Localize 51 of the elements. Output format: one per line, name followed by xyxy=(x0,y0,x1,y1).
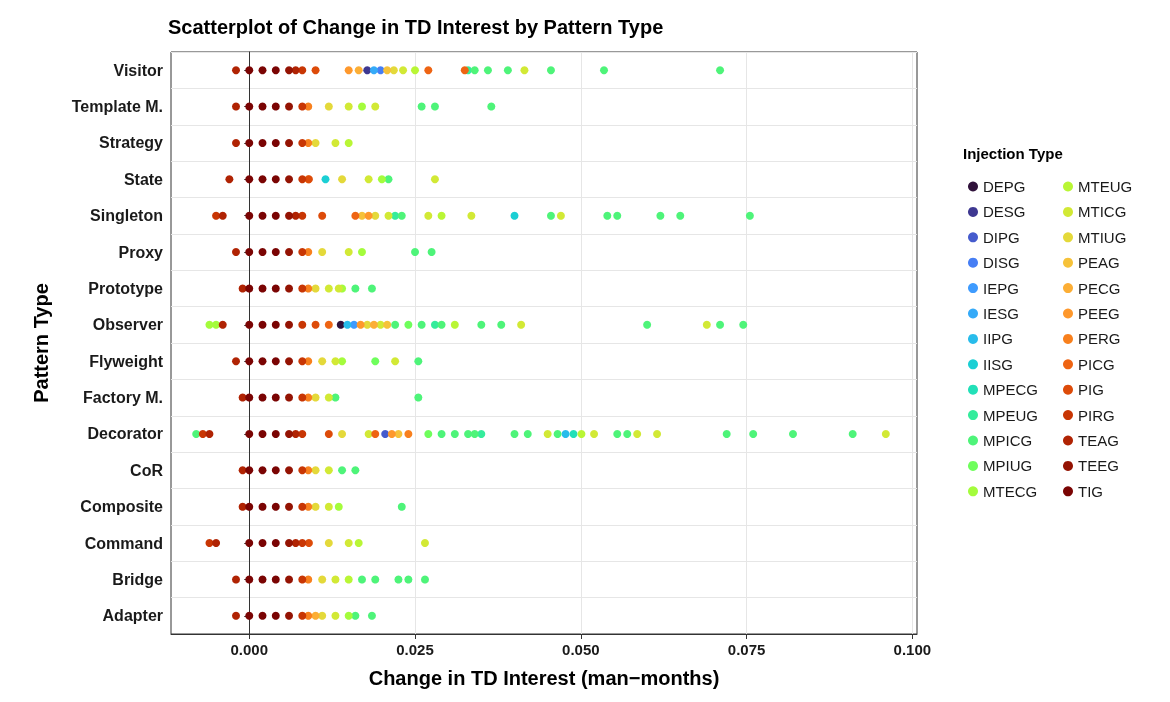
legend-label: PICG xyxy=(1078,355,1115,373)
legend-label: DISG xyxy=(983,254,1020,272)
legend-label: PECG xyxy=(1078,279,1121,297)
legend-label: MPEUG xyxy=(983,406,1039,424)
y-tick-label: Composite xyxy=(80,498,164,516)
x-tick-label: 0.075 xyxy=(727,641,766,658)
y-tick-label: Prototype xyxy=(88,279,164,297)
legend-label: PEEG xyxy=(1078,305,1120,322)
legend-label: DIPG xyxy=(983,228,1020,246)
y-axis-title: Pattern Type xyxy=(30,283,52,403)
legend-label: DEPG xyxy=(983,178,1026,195)
legend-label: MTIUG xyxy=(1078,228,1127,246)
legend-label: TEAG xyxy=(1078,432,1119,449)
legend-label: MTEUG xyxy=(1078,178,1133,195)
y-tick-label: Observer xyxy=(92,316,163,334)
y-tick-label: Decorator xyxy=(87,425,163,443)
legend-label: MTICG xyxy=(1078,203,1127,221)
legend-label: PERG xyxy=(1078,330,1121,348)
x-tick-label: 0.025 xyxy=(396,641,434,658)
x-tick-label: 0.050 xyxy=(562,641,600,658)
legend-label: IISG xyxy=(983,355,1014,373)
legend-label: PIG xyxy=(1078,381,1104,399)
legend-label: MPIUG xyxy=(983,457,1033,475)
y-tick-label: Adapter xyxy=(102,607,163,625)
x-axis-title: Change in TD Interest (man−months) xyxy=(368,667,720,689)
legend-label: TEEG xyxy=(1078,457,1119,475)
legend-label: PEAG xyxy=(1078,254,1120,272)
legend-label: MTECG xyxy=(983,482,1038,500)
y-tick-label: Factory M. xyxy=(82,389,163,407)
y-tick-label: CoR xyxy=(130,461,164,479)
y-tick-label: Proxy xyxy=(118,243,164,261)
x-tick-label: 0.100 xyxy=(893,641,932,658)
legend-label: DESG xyxy=(983,203,1026,221)
legend-label: IESG xyxy=(983,305,1019,322)
y-tick-label: Strategy xyxy=(98,134,164,152)
y-tick-label: Bridge xyxy=(112,570,164,588)
legend-label: TIG xyxy=(1078,482,1103,500)
legend-label: IEPG xyxy=(983,279,1019,297)
y-tick-label: Flyweight xyxy=(89,352,164,370)
y-tick-label: Visitor xyxy=(113,61,163,79)
x-tick-label: 0.000 xyxy=(230,641,269,658)
y-tick-label: Command xyxy=(84,534,163,552)
legend-label: MPICG xyxy=(983,432,1033,449)
legend-label: IIPG xyxy=(983,330,1014,348)
y-tick-label: State xyxy=(123,170,164,188)
chart-title: Scatterplot of Change in TD Interest by Pattern Type xyxy=(168,16,664,38)
y-tick-label: Template M. xyxy=(71,98,163,116)
y-tick-label: Singleton xyxy=(90,207,163,225)
legend-title: Injection Type xyxy=(963,145,1063,162)
legend-label: MPECG xyxy=(983,381,1039,399)
legend-label: PIRG xyxy=(1078,406,1115,424)
